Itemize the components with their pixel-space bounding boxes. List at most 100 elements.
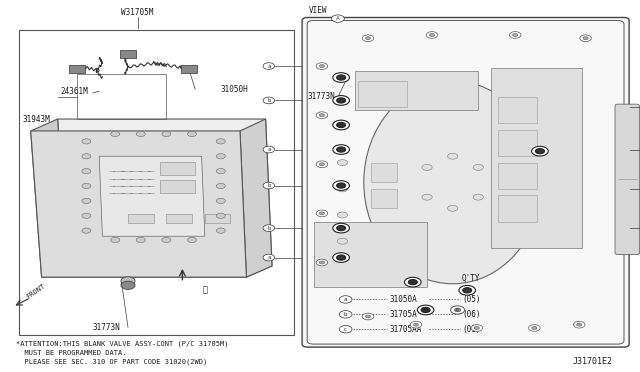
Text: b: b <box>267 225 271 231</box>
Text: FRONT: FRONT <box>26 282 47 299</box>
Circle shape <box>509 32 521 38</box>
Polygon shape <box>31 131 246 277</box>
Circle shape <box>319 261 324 264</box>
Text: Q'TY: Q'TY <box>461 274 479 283</box>
Circle shape <box>121 281 135 289</box>
Ellipse shape <box>364 81 541 284</box>
Text: b: b <box>267 183 271 188</box>
Circle shape <box>337 147 346 152</box>
Bar <box>498 195 537 222</box>
Circle shape <box>319 163 324 166</box>
Circle shape <box>362 35 374 42</box>
Circle shape <box>263 97 275 104</box>
Circle shape <box>417 305 434 315</box>
Bar <box>371 163 397 182</box>
Circle shape <box>216 183 225 189</box>
Circle shape <box>404 277 421 287</box>
Circle shape <box>216 198 225 203</box>
Bar <box>358 81 407 107</box>
Circle shape <box>451 306 465 314</box>
Bar <box>69 65 85 73</box>
Circle shape <box>263 254 275 261</box>
Circle shape <box>413 323 419 326</box>
Text: 31705AA: 31705AA <box>389 325 422 334</box>
Circle shape <box>82 213 91 218</box>
Text: b: b <box>344 312 348 317</box>
Circle shape <box>337 255 346 260</box>
Circle shape <box>532 146 548 156</box>
Circle shape <box>339 296 352 303</box>
Text: J31701E2: J31701E2 <box>573 357 613 366</box>
Circle shape <box>532 327 537 330</box>
Bar <box>166 214 192 223</box>
Circle shape <box>263 63 275 70</box>
Circle shape <box>316 210 328 217</box>
Text: a: a <box>267 255 271 260</box>
Bar <box>181 65 197 73</box>
Bar <box>77 74 166 119</box>
Circle shape <box>82 198 91 203</box>
Circle shape <box>365 37 371 40</box>
Circle shape <box>463 288 472 293</box>
Circle shape <box>136 131 145 137</box>
Circle shape <box>263 225 275 231</box>
Circle shape <box>319 114 324 117</box>
Circle shape <box>216 139 225 144</box>
Circle shape <box>333 96 349 105</box>
Circle shape <box>82 139 91 144</box>
Circle shape <box>513 33 518 36</box>
Bar <box>498 163 537 189</box>
Circle shape <box>333 120 349 130</box>
Circle shape <box>333 181 349 190</box>
Circle shape <box>162 131 171 137</box>
Circle shape <box>316 161 328 168</box>
FancyBboxPatch shape <box>302 17 629 347</box>
Circle shape <box>577 323 582 326</box>
Circle shape <box>333 145 349 154</box>
Bar <box>492 68 582 248</box>
Circle shape <box>263 146 275 153</box>
Circle shape <box>121 277 135 285</box>
Circle shape <box>82 183 91 189</box>
Text: b: b <box>424 307 428 312</box>
Text: 24361M: 24361M <box>61 87 88 96</box>
Text: c: c <box>344 327 347 332</box>
Circle shape <box>529 325 540 331</box>
Circle shape <box>447 153 458 159</box>
Circle shape <box>263 182 275 189</box>
Polygon shape <box>99 156 205 236</box>
Circle shape <box>216 154 225 159</box>
Bar <box>19 30 294 335</box>
Circle shape <box>319 212 324 215</box>
Circle shape <box>426 32 438 38</box>
Text: 31705A: 31705A <box>389 310 417 319</box>
Circle shape <box>82 154 91 159</box>
Text: VIEW: VIEW <box>309 6 328 15</box>
Circle shape <box>459 285 476 295</box>
Circle shape <box>316 112 328 119</box>
Bar <box>120 50 136 58</box>
Polygon shape <box>58 119 272 266</box>
Circle shape <box>536 148 545 154</box>
Circle shape <box>216 169 225 174</box>
Bar <box>498 130 537 156</box>
Circle shape <box>474 327 479 330</box>
Circle shape <box>337 212 348 218</box>
Circle shape <box>316 259 328 266</box>
Text: 31050H: 31050H <box>221 85 248 94</box>
Bar <box>160 180 195 193</box>
Text: A: A <box>336 16 340 21</box>
Text: 31773N: 31773N <box>93 323 120 332</box>
Circle shape <box>316 63 328 70</box>
Circle shape <box>188 237 196 243</box>
Text: b: b <box>267 98 271 103</box>
Polygon shape <box>42 266 272 277</box>
Circle shape <box>337 160 348 166</box>
Bar <box>205 214 230 223</box>
Circle shape <box>365 315 371 318</box>
Circle shape <box>471 325 483 331</box>
Circle shape <box>362 313 374 320</box>
Circle shape <box>333 73 349 82</box>
Text: (05): (05) <box>462 295 481 304</box>
Polygon shape <box>240 119 272 277</box>
